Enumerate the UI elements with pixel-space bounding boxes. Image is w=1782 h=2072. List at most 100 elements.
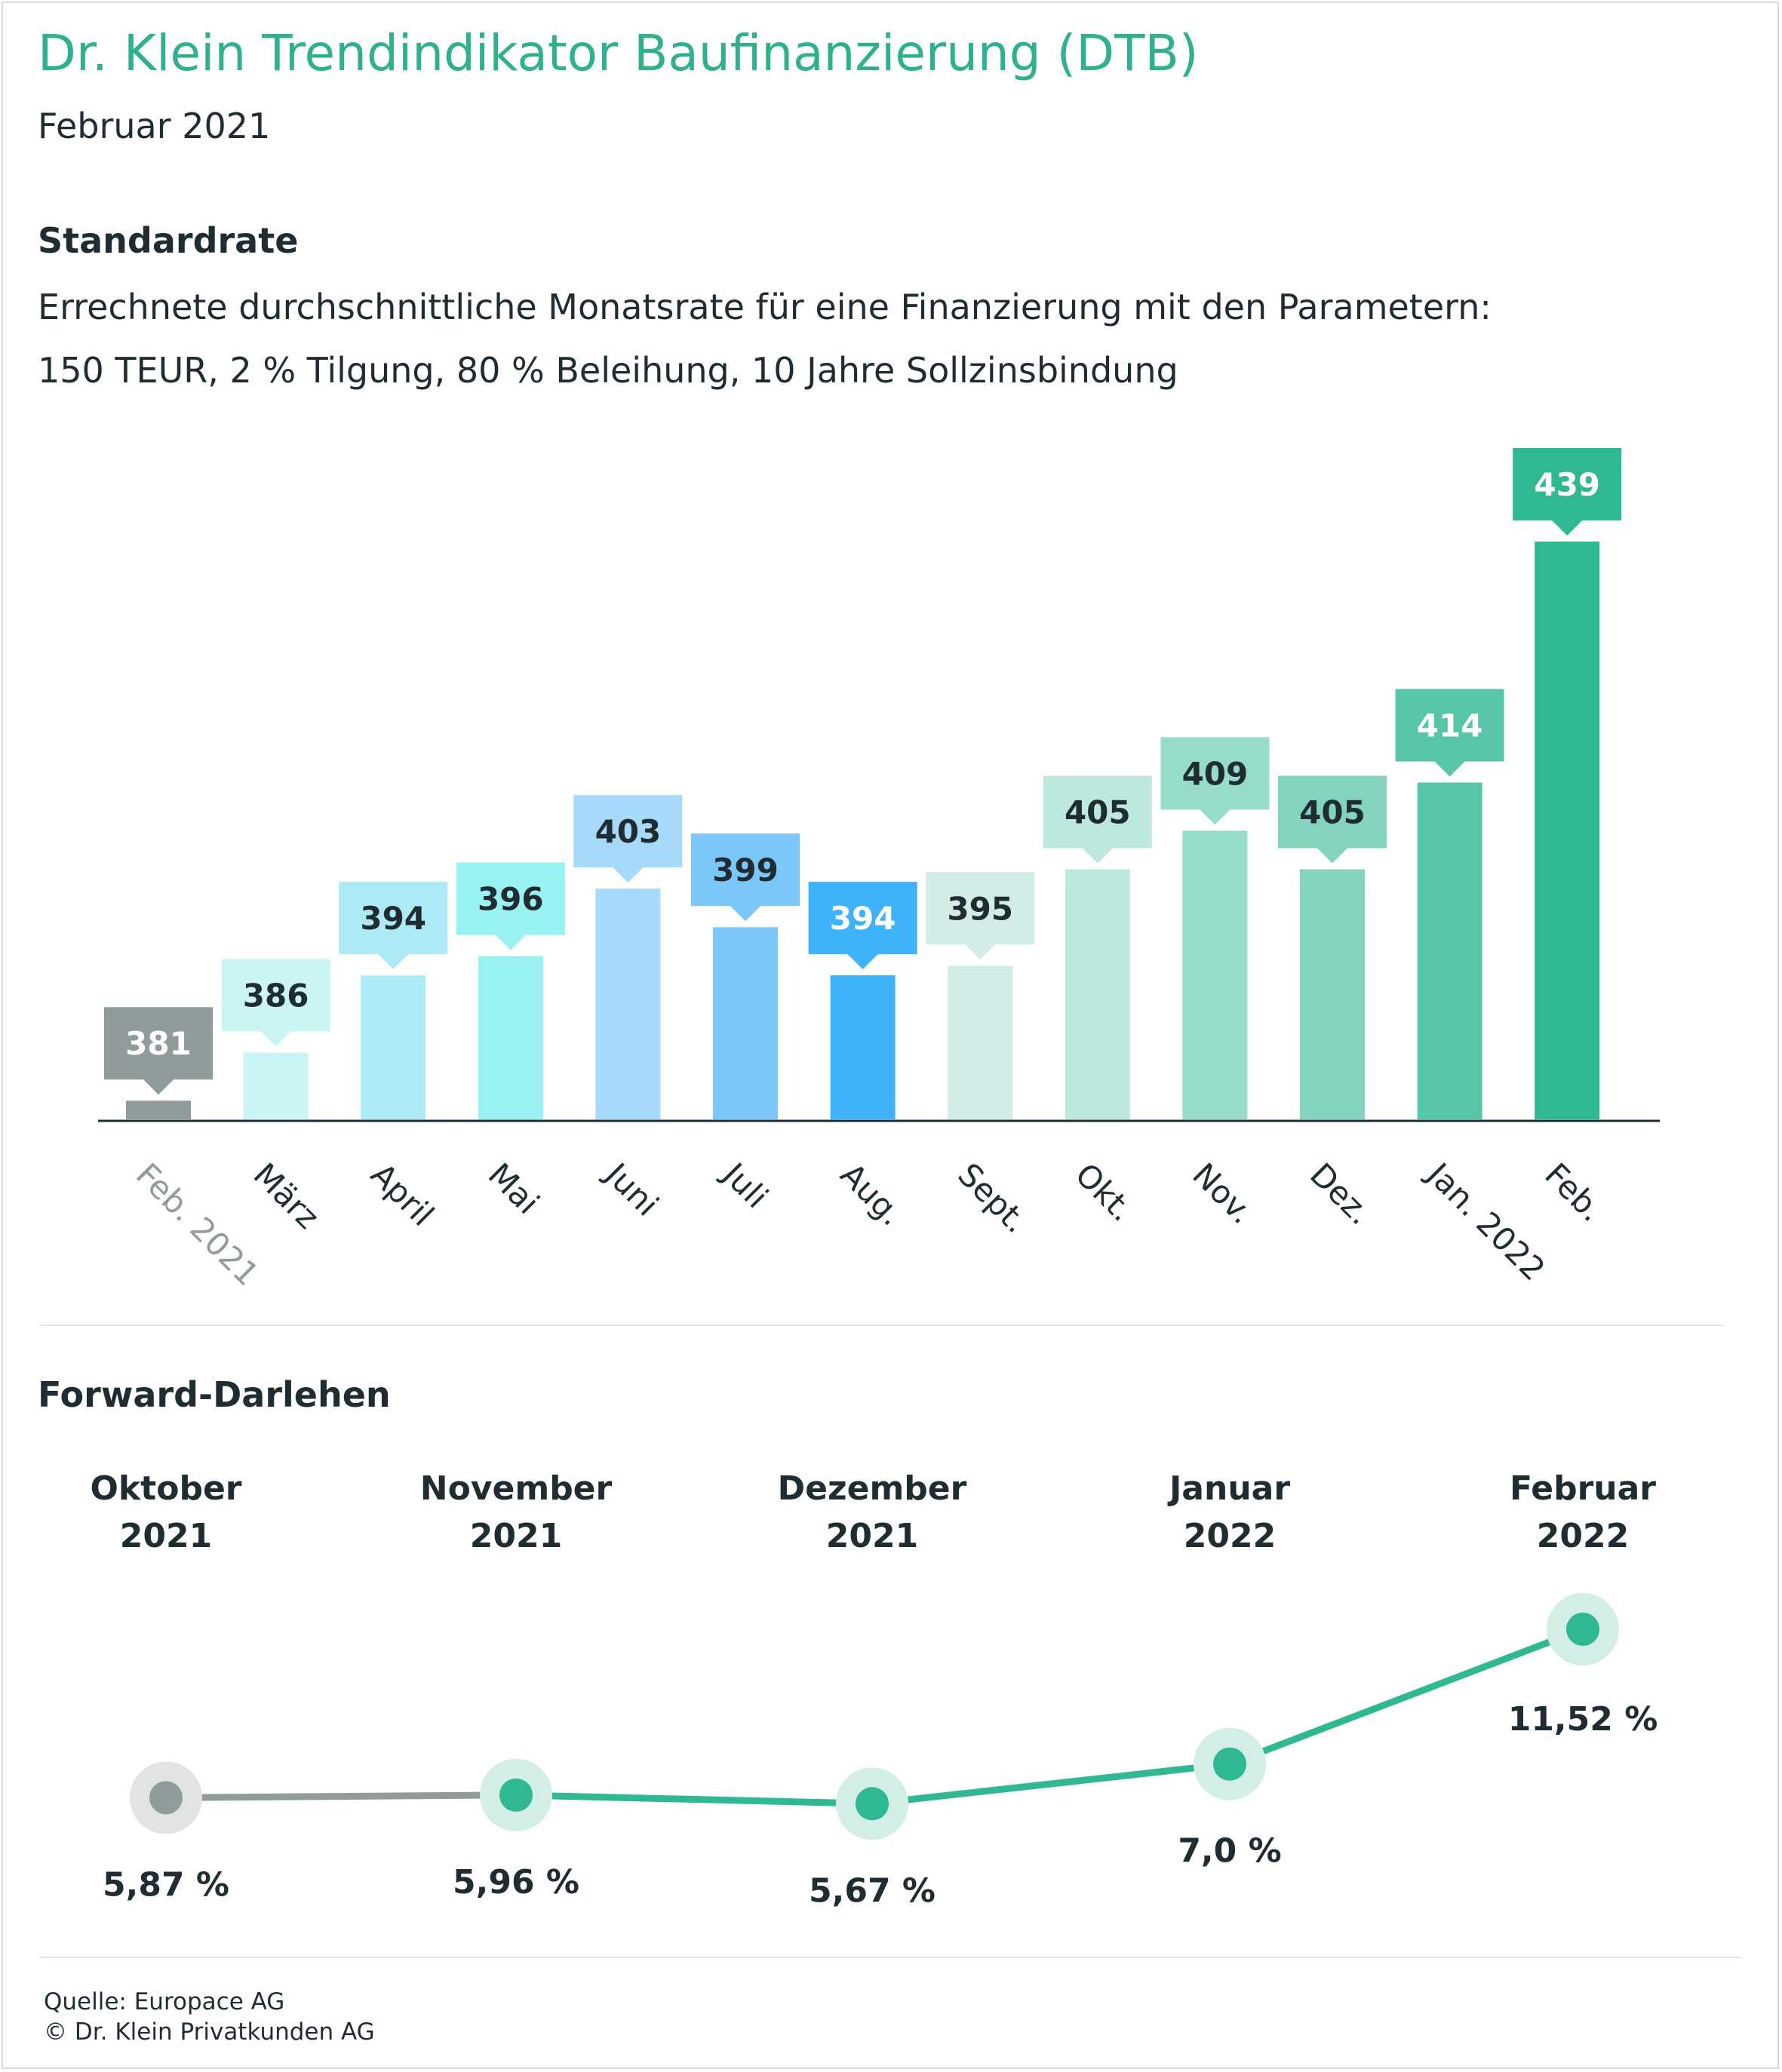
data-label: 409 bbox=[1182, 755, 1249, 792]
bar-group: 399 bbox=[691, 833, 800, 1119]
standardrate-bar-chart: 381 Feb. 2021 386 März 394 April 396 Mai 403 Juni… bbox=[98, 448, 1660, 1293]
data-label: 5,96 % bbox=[453, 1863, 579, 1902]
x-tick-year: 2021 bbox=[826, 1517, 918, 1555]
x-tick-label: Aug. bbox=[834, 1156, 911, 1232]
x-tick-month: Februar bbox=[1510, 1469, 1656, 1508]
source-text: Quelle: Europace AG bbox=[44, 1988, 285, 2015]
x-tick-label: Juli bbox=[714, 1154, 776, 1215]
bar-group: 396 bbox=[456, 862, 565, 1119]
data-point-group bbox=[1194, 1727, 1266, 1800]
x-tick-label: Feb. bbox=[1538, 1156, 1611, 1229]
bar bbox=[478, 956, 543, 1119]
data-label: 7,0 % bbox=[1178, 1832, 1281, 1871]
data-label-bubble bbox=[221, 959, 330, 1047]
data-label: 396 bbox=[478, 881, 544, 918]
data-label-bubble bbox=[1513, 448, 1622, 536]
data-label-bubble bbox=[1278, 775, 1387, 864]
data-label-bubble bbox=[573, 795, 683, 883]
bar bbox=[948, 965, 1013, 1119]
data-label-bubble bbox=[1043, 775, 1152, 864]
data-label-bubble bbox=[104, 1007, 213, 1095]
x-tick-label: März bbox=[247, 1156, 327, 1236]
bar-group: 381 bbox=[104, 1007, 213, 1119]
data-label: 386 bbox=[243, 977, 309, 1014]
x-tick-label: Juni bbox=[597, 1154, 665, 1223]
bar bbox=[361, 975, 426, 1119]
data-point-group bbox=[1547, 1593, 1619, 1665]
page-title: Dr. Klein Trendindikator Baufinanzierung… bbox=[38, 24, 1199, 82]
data-label: 394 bbox=[360, 900, 426, 937]
data-label: 414 bbox=[1417, 707, 1483, 744]
x-tick-year: 2022 bbox=[1184, 1517, 1276, 1555]
bar bbox=[595, 889, 661, 1119]
footer-divider bbox=[39, 1957, 1741, 1958]
bar bbox=[830, 975, 896, 1119]
data-label-bubble bbox=[808, 882, 917, 970]
standardrate-heading: Standardrate bbox=[38, 220, 299, 261]
section-divider bbox=[39, 1325, 1723, 1326]
series-line bbox=[515, 1625, 1584, 1807]
data-label-bubble bbox=[691, 833, 800, 922]
data-label: 395 bbox=[947, 890, 1013, 927]
forward-heading: Forward-Darlehen bbox=[38, 1374, 391, 1415]
bar-group: 409 bbox=[1160, 737, 1270, 1119]
standardrate-description-line1: Errechnete durchschnittliche Monatsrate … bbox=[38, 287, 1492, 327]
bar bbox=[1417, 782, 1482, 1119]
x-tick-label: Okt. bbox=[1068, 1156, 1141, 1228]
x-tick-label: Mai bbox=[481, 1156, 547, 1221]
data-label-bubble bbox=[1395, 689, 1504, 777]
bar bbox=[713, 927, 778, 1119]
data-point-group bbox=[836, 1767, 908, 1840]
data-label: 403 bbox=[595, 813, 662, 850]
bar-group: 414 bbox=[1395, 689, 1504, 1119]
data-point bbox=[1213, 1747, 1246, 1781]
data-label: 399 bbox=[712, 852, 779, 889]
x-tick-label: Nov. bbox=[1185, 1156, 1261, 1231]
x-tick-month: November bbox=[420, 1469, 613, 1508]
data-label: 5,87 % bbox=[103, 1865, 229, 1904]
data-label: 405 bbox=[1299, 794, 1366, 831]
bar-group: 386 bbox=[221, 959, 330, 1119]
x-tick-month: Dezember bbox=[778, 1469, 967, 1508]
data-label: 11,52 % bbox=[1508, 1700, 1658, 1739]
data-label-bubble bbox=[339, 882, 448, 970]
x-tick-label: Feb. 2021 bbox=[129, 1156, 266, 1293]
data-label-bubble bbox=[926, 872, 1035, 960]
bar-group: 405 bbox=[1043, 775, 1152, 1119]
data-label: 5,67 % bbox=[809, 1871, 936, 1910]
bar-group: 439 bbox=[1513, 448, 1622, 1119]
data-point bbox=[499, 1778, 533, 1812]
x-tick-label: Jan. 2022 bbox=[1418, 1154, 1552, 1288]
bar-group: 394 bbox=[808, 882, 917, 1119]
data-point bbox=[149, 1781, 183, 1815]
x-tick-label: April bbox=[364, 1156, 441, 1233]
data-label-bubble bbox=[1160, 737, 1270, 825]
line-segment-first bbox=[165, 1791, 517, 1801]
data-label-bubble bbox=[456, 862, 565, 950]
data-label: 381 bbox=[125, 1025, 192, 1062]
x-tick-label: Sept. bbox=[951, 1156, 1035, 1240]
x-tick-label: Dez. bbox=[1303, 1156, 1379, 1232]
x-tick-year: 2021 bbox=[120, 1517, 212, 1555]
standardrate-description-line2: 150 TEUR, 2 % Tilgung, 80 % Beleihung, 1… bbox=[38, 350, 1178, 391]
data-point bbox=[1566, 1613, 1599, 1646]
x-tick-year: 2021 bbox=[470, 1517, 562, 1555]
data-label: 394 bbox=[830, 900, 896, 937]
bar bbox=[1065, 869, 1130, 1119]
bar bbox=[1300, 869, 1365, 1119]
x-tick-year: 2022 bbox=[1537, 1517, 1629, 1555]
data-label: 439 bbox=[1534, 466, 1600, 503]
bar-group: 403 bbox=[573, 795, 683, 1119]
bar bbox=[1535, 542, 1600, 1119]
bar-group: 395 bbox=[926, 872, 1035, 1119]
bar bbox=[243, 1052, 309, 1119]
forward-line-chart: Oktober 2021 5,87 % November 2021 5,96 % Dezem… bbox=[91, 1469, 1658, 1910]
copyright-text: © Dr. Klein Privatkunden AG bbox=[44, 2018, 375, 2046]
x-tick-month: Januar bbox=[1167, 1469, 1290, 1508]
bar-group: 394 bbox=[339, 882, 448, 1119]
data-label: 405 bbox=[1065, 794, 1131, 831]
data-point bbox=[856, 1787, 889, 1821]
bar bbox=[1182, 830, 1248, 1119]
bar-group: 405 bbox=[1278, 775, 1387, 1119]
